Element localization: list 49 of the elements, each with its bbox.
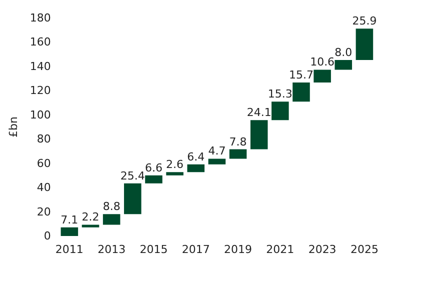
bar: [292, 82, 310, 102]
bar: [166, 172, 184, 176]
data-label: 2.2: [82, 210, 100, 224]
data-label: 2.6: [166, 158, 184, 172]
y-tick-label: 140: [30, 60, 51, 73]
x-tick-label: 2013: [98, 243, 126, 256]
data-label: 24.1: [246, 106, 272, 120]
data-label: 25.9: [352, 14, 377, 28]
data-label: 6.6: [144, 161, 162, 174]
bar: [102, 214, 120, 225]
y-tick-label: 20: [36, 205, 51, 218]
y-tick-label: 120: [30, 84, 51, 98]
bar: [314, 70, 331, 83]
bar: [272, 102, 289, 120]
bar: [187, 164, 205, 172]
data-label: 8.0: [334, 46, 352, 60]
y-tick-label: 80: [36, 132, 51, 146]
bar: [208, 158, 226, 164]
data-label: 15.7: [288, 68, 314, 82]
x-tick-label: 2015: [140, 243, 168, 256]
x-tick-label: 2017: [182, 243, 210, 256]
data-label: 7.8: [229, 135, 247, 148]
bar: [250, 120, 268, 150]
data-label: 4.7: [208, 144, 226, 158]
x-tick-label: 2021: [266, 243, 294, 256]
data-label: 25.4: [120, 169, 145, 182]
data-label: 8.8: [102, 200, 120, 214]
data-label: 15.3: [268, 88, 292, 101]
x-tick-label: 2019: [224, 243, 252, 256]
y-axis-title: £bn: [7, 116, 20, 138]
x-tick-label: 2023: [308, 243, 336, 256]
bar: [145, 175, 162, 184]
data-label: 7.1: [60, 213, 78, 226]
x-tick-label: 2011: [55, 243, 84, 256]
y-tick-label: 60: [36, 156, 51, 170]
y-tick-label: 180: [30, 12, 51, 24]
y-tick-label: 100: [30, 108, 51, 122]
y-tick-label: 160: [30, 36, 51, 49]
x-tick-label: 2025: [350, 243, 378, 256]
y-tick-label: 0: [44, 230, 51, 242]
y-tick-label: 40: [36, 181, 51, 194]
bar: [334, 60, 352, 70]
bar: [356, 28, 374, 60]
bar: [82, 224, 100, 228]
bar: [229, 149, 247, 159]
data-label: 10.6: [310, 56, 335, 69]
bar: [60, 227, 78, 236]
data-label: 6.4: [187, 150, 205, 164]
bar: [124, 183, 142, 214]
